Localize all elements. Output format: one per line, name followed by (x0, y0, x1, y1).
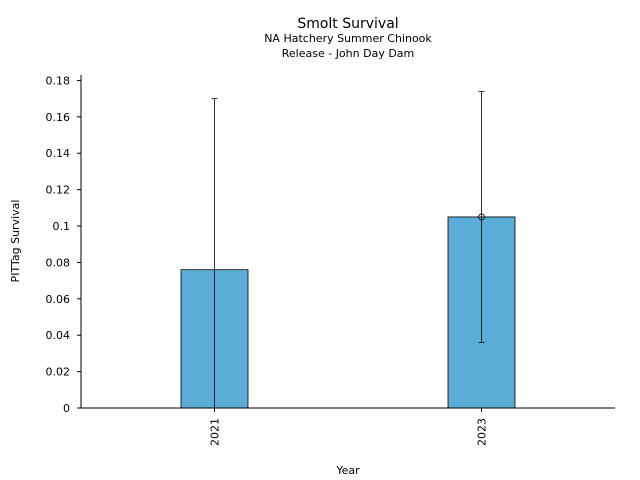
x-tick-label: 2021 (209, 418, 222, 446)
chart-subtitle-line-1: NA Hatchery Summer Chinook (264, 32, 432, 45)
y-tick-label: 0.18 (46, 74, 71, 87)
y-tick-label: 0.12 (46, 184, 71, 197)
chart-subtitle-line-2: Release - John Day Dam (282, 47, 415, 60)
y-tick-label: 0.16 (46, 111, 71, 124)
y-tick-label: 0 (63, 402, 70, 415)
y-tick-label: 0.1 (53, 220, 71, 233)
y-tick-label: 0.14 (46, 147, 71, 160)
value-point (478, 213, 485, 221)
x-tick-label: 2023 (476, 418, 489, 446)
y-tick-label: 0.04 (46, 329, 71, 342)
chart-title: Smolt Survival (297, 16, 398, 32)
x-axis-label: Year (335, 464, 360, 477)
y-axis-label: PITTag Survival (9, 200, 22, 283)
y-tick-label: 0.08 (46, 256, 71, 269)
plot-area: 0 0.02 0.04 0.06 0.08 0.1 0.12 0.14 0.16 0.18 2021… (46, 74, 516, 446)
y-tick-label: 0.06 (46, 293, 71, 306)
y-tick-label: 0.02 (46, 366, 71, 379)
